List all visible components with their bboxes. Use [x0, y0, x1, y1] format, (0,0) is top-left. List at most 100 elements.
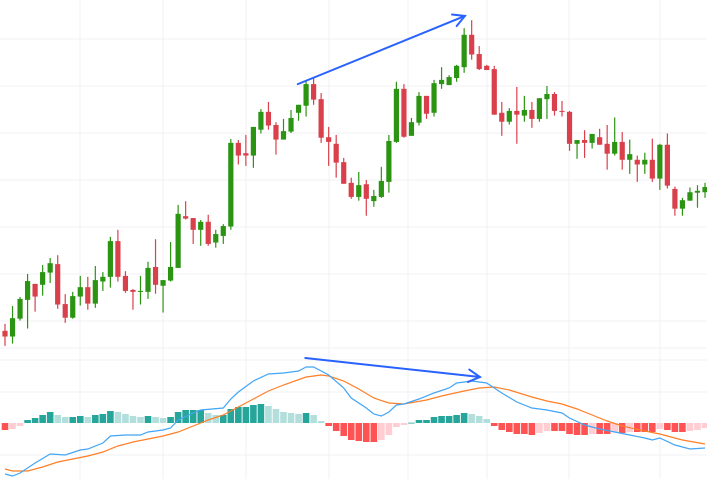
histogram-bar	[159, 418, 167, 423]
histogram-bar	[551, 423, 558, 431]
candle	[454, 64, 460, 82]
candle	[634, 155, 640, 182]
candle-body	[581, 140, 588, 143]
histogram-bar	[581, 423, 588, 435]
histogram-bar	[453, 415, 460, 423]
candle	[311, 78, 317, 105]
candle	[115, 229, 121, 282]
candle	[318, 93, 324, 143]
histogram-bar	[76, 416, 84, 423]
candle-body	[205, 221, 211, 244]
candle-body	[288, 117, 294, 132]
candle	[393, 81, 400, 143]
candle	[597, 128, 603, 145]
histogram-bar	[9, 423, 16, 429]
candle-body	[514, 110, 520, 115]
candle-body	[461, 34, 467, 68]
arrow-head-icon	[466, 368, 483, 383]
candle	[642, 152, 648, 174]
histogram-bar	[54, 415, 61, 423]
histogram-bar	[197, 410, 205, 423]
candle-body	[499, 112, 505, 122]
macd-trend-arrow[interactable]	[304, 357, 483, 383]
annotations[interactable]	[296, 13, 483, 383]
histogram-bar	[39, 415, 46, 423]
candle	[2, 323, 8, 346]
candle-body	[167, 266, 174, 281]
candle	[687, 187, 693, 201]
histogram-bar	[415, 420, 423, 423]
candle	[627, 139, 633, 174]
histogram-bar	[513, 423, 521, 434]
candle-body	[408, 122, 415, 136]
candle-body	[604, 143, 610, 154]
candle	[100, 272, 106, 291]
histogram-bar	[408, 422, 415, 424]
candle	[243, 134, 249, 166]
candle-body	[664, 144, 670, 186]
histogram-bar	[242, 407, 250, 423]
candle-body	[341, 162, 347, 184]
candle-body	[634, 159, 640, 165]
candle-body	[521, 109, 527, 116]
candle-body	[356, 185, 362, 197]
candle-body	[393, 88, 400, 142]
candle	[47, 258, 53, 283]
candle	[295, 104, 302, 121]
candle	[220, 224, 226, 244]
candle	[401, 84, 407, 138]
histogram-bar	[325, 423, 332, 426]
candle	[559, 101, 565, 117]
candle	[175, 204, 181, 268]
candle	[250, 126, 256, 168]
histogram-bar	[84, 417, 92, 423]
candle-body	[694, 190, 701, 193]
histogram-bar	[122, 414, 129, 423]
histogram-bar	[355, 423, 363, 441]
histogram-bar	[475, 416, 483, 423]
histogram-bar	[521, 423, 528, 434]
candle-body	[589, 133, 595, 143]
candle	[386, 134, 392, 193]
candle-body	[378, 180, 384, 197]
histogram-bar	[536, 423, 543, 433]
candle	[408, 117, 415, 136]
candle-body	[107, 241, 113, 277]
candle-body	[438, 79, 445, 85]
histogram-bar	[69, 417, 77, 423]
histogram-bar	[1, 423, 9, 430]
candle-body	[2, 330, 8, 337]
candle-body	[137, 290, 144, 292]
candle-body	[213, 234, 219, 243]
candle	[122, 271, 129, 293]
candle-body	[672, 188, 678, 209]
candle-body	[348, 182, 354, 197]
candle	[574, 140, 580, 159]
histogram-bar	[618, 423, 626, 433]
price-trend-arrow[interactable]	[296, 13, 467, 86]
candle	[544, 86, 550, 119]
candle	[9, 305, 16, 344]
histogram-bar	[212, 415, 220, 423]
candle-body	[17, 298, 23, 319]
candle	[438, 67, 445, 89]
macd-lines	[4, 366, 706, 477]
candle	[356, 172, 362, 201]
candle-body	[198, 221, 204, 230]
histogram-bar	[641, 423, 649, 432]
histogram-bar	[588, 423, 596, 434]
candle-body	[469, 34, 475, 55]
histogram-bar	[340, 423, 348, 436]
histogram-bar	[137, 417, 144, 423]
candle-body	[318, 99, 324, 138]
candle-body	[62, 304, 68, 318]
candle	[702, 182, 707, 198]
candle	[341, 157, 347, 184]
candle	[694, 185, 701, 208]
histogram-bar	[664, 423, 671, 430]
candle	[664, 133, 670, 189]
candle-body	[115, 241, 121, 277]
candle-body	[431, 83, 437, 113]
candle-body	[642, 159, 648, 165]
candle	[506, 108, 512, 125]
